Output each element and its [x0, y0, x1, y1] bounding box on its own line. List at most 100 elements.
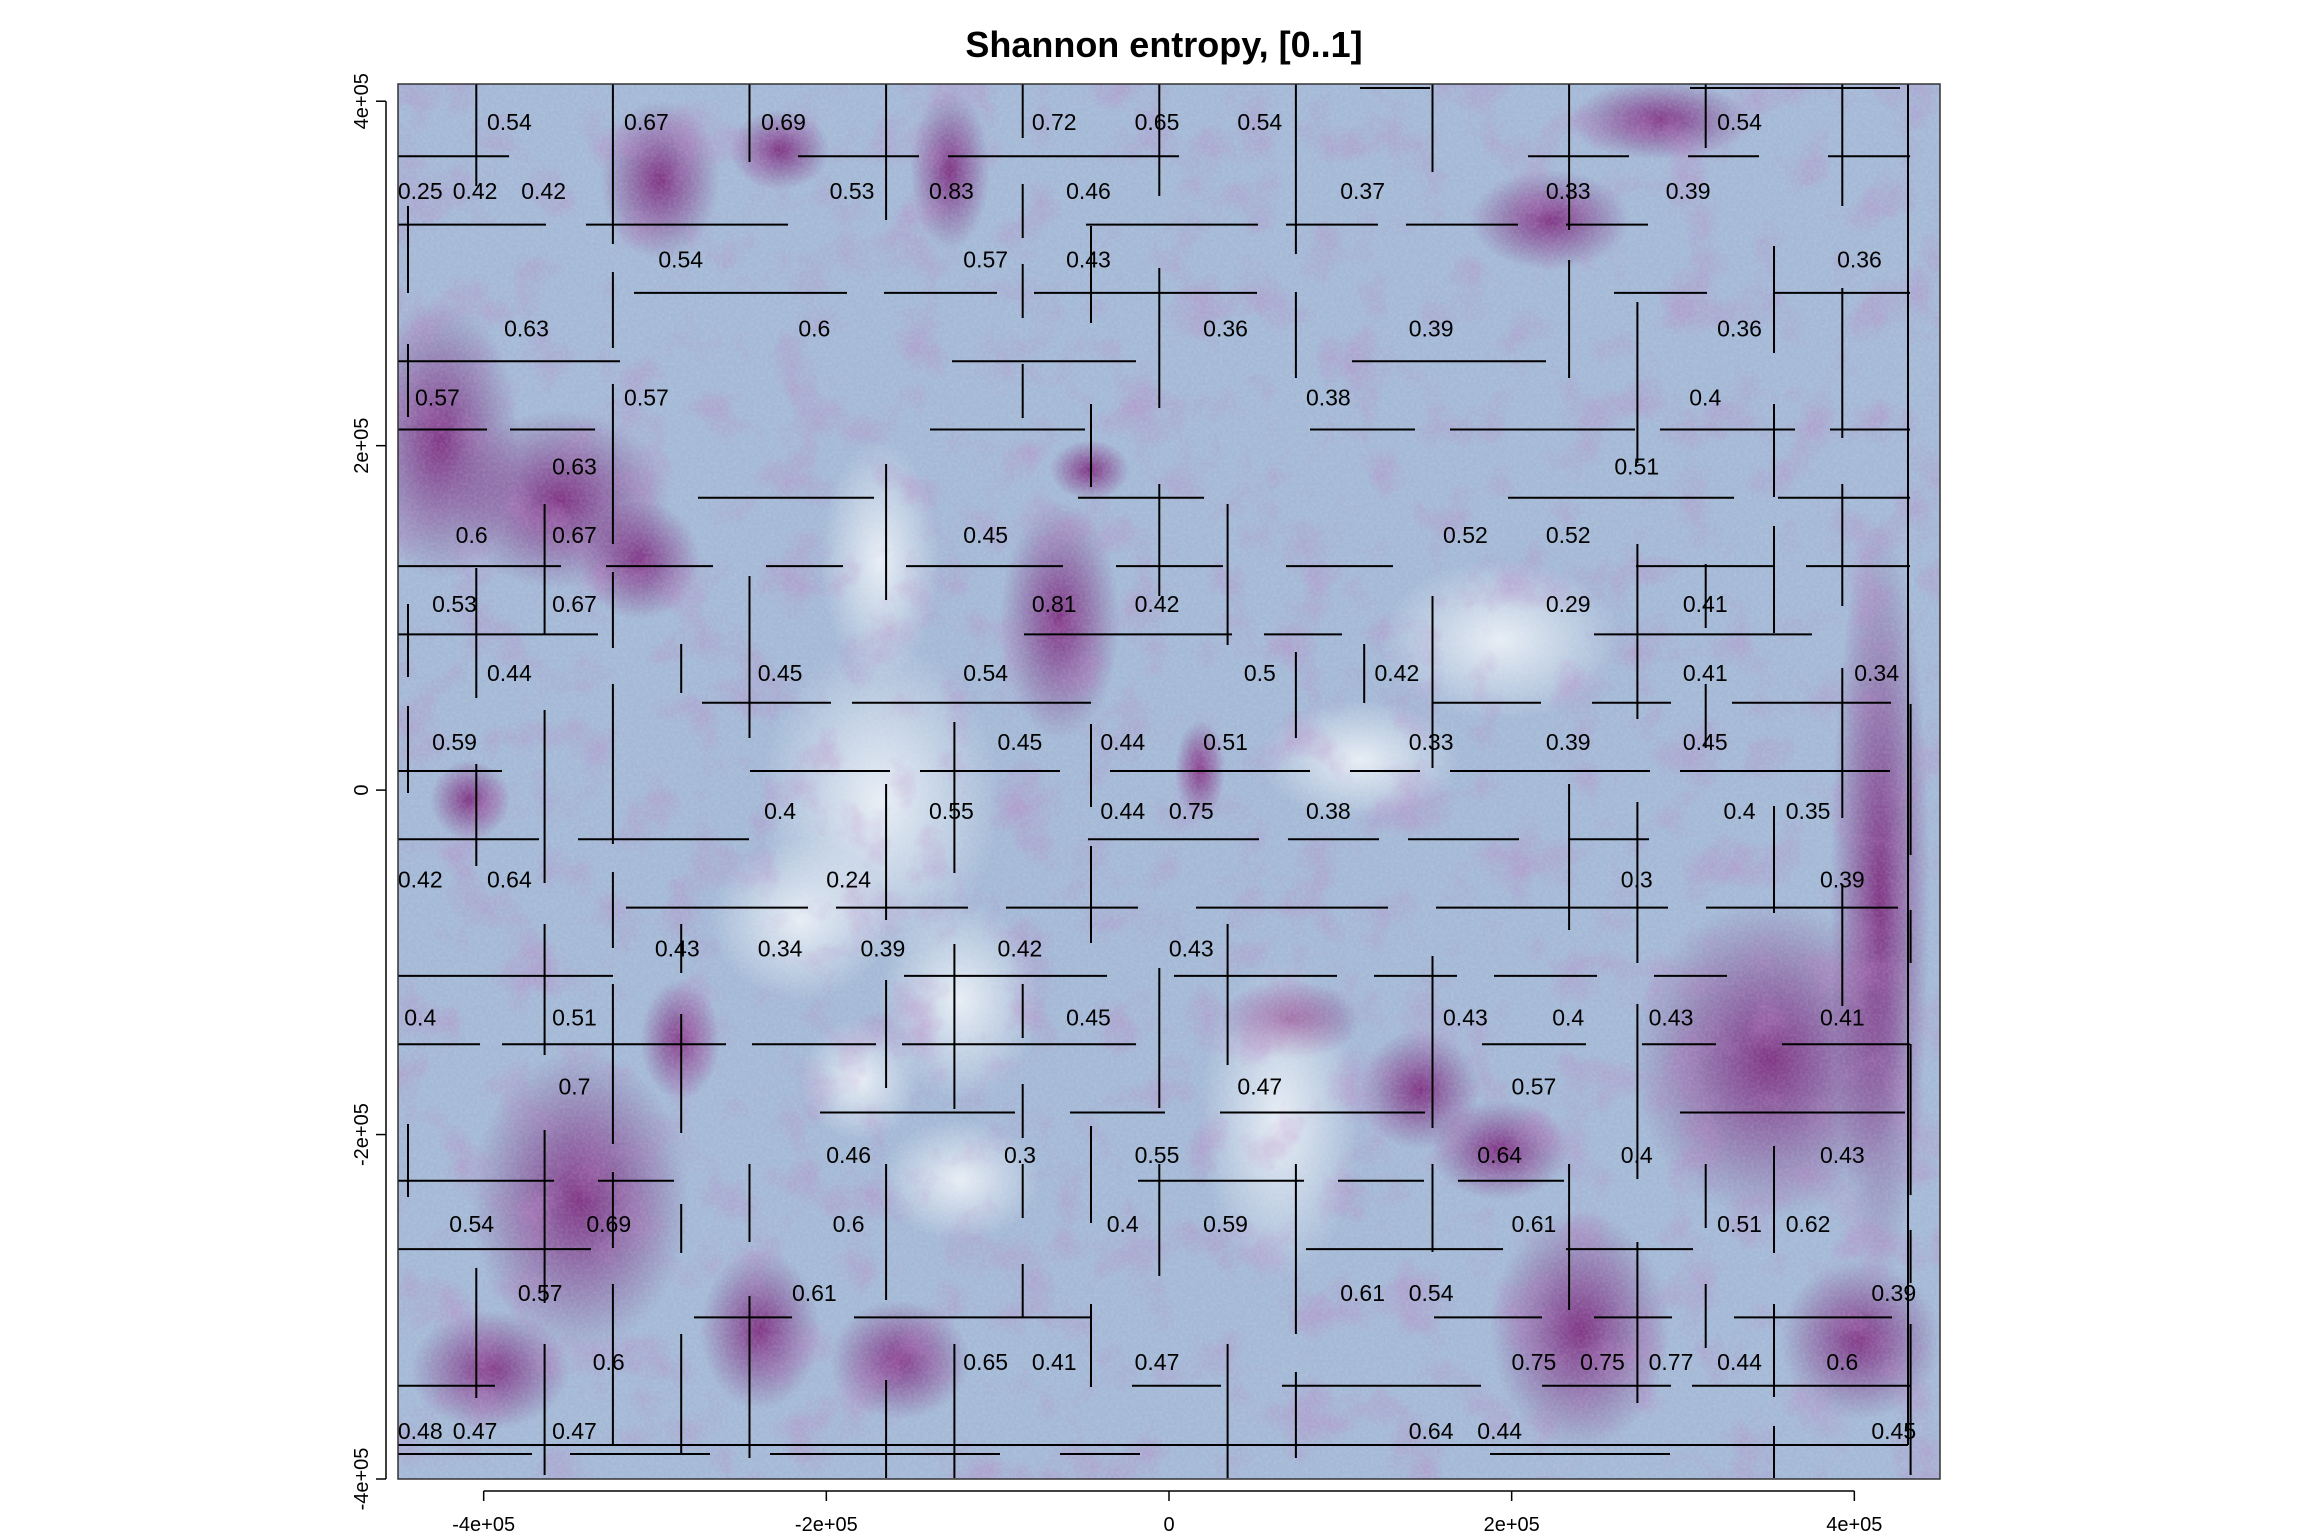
region-value-label: 0.39: [1409, 316, 1454, 342]
map-title: Shannon entropy, [0..1]: [965, 24, 1362, 65]
region-value-label: 0.69: [761, 109, 806, 135]
region-value-label: 0.6: [1826, 1349, 1858, 1375]
region-value-label: 0.51: [1203, 729, 1248, 755]
region-value-label: 0.37: [1340, 178, 1385, 204]
y-tick-label: -2e+05: [351, 1103, 373, 1166]
region-value-label: 0.63: [552, 453, 597, 479]
region-value-label: 0.61: [1512, 1211, 1557, 1237]
region-value-label: 0.4: [764, 798, 796, 824]
region-value-label: 0.6: [833, 1211, 865, 1237]
region-value-label: 0.4: [404, 1004, 436, 1030]
region-value-label: 0.45: [1066, 1004, 1111, 1030]
x-tick-label: 4e+05: [1826, 1514, 1882, 1536]
region-value-label: 0.52: [1546, 522, 1591, 548]
x-tick-label: 2e+05: [1484, 1514, 1540, 1536]
region-borders: [398, 84, 1912, 1478]
region-value-label: 0.67: [624, 109, 669, 135]
region-value-label: 0.65: [963, 1349, 1008, 1375]
y-tick-label: -4e+05: [351, 1448, 373, 1511]
region-value-label: 0.6: [798, 316, 830, 342]
region-value-label: 0.4: [1621, 1142, 1653, 1168]
region-value-label: 0.25: [398, 178, 443, 204]
region-value-label: 0.39: [1666, 178, 1711, 204]
region-value-label: 0.53: [432, 591, 477, 617]
region-value-label: 0.41: [1032, 1349, 1077, 1375]
region-value-label: 0.36: [1717, 316, 1762, 342]
region-value-label: 0.51: [552, 1004, 597, 1030]
x-tick-label: -2e+05: [795, 1514, 858, 1536]
region-value-label: 0.3: [1004, 1142, 1036, 1168]
region-value-label: 0.44: [1477, 1418, 1522, 1444]
region-value-label: 0.72: [1032, 109, 1077, 135]
region-value-label: 0.42: [998, 936, 1043, 962]
region-value-label: 0.4: [1724, 798, 1756, 824]
y-tick-label: 4e+05: [351, 73, 373, 129]
region-value-label: 0.42: [1374, 660, 1419, 686]
region-value-label: 0.52: [1443, 522, 1488, 548]
region-value-label: 0.6: [593, 1349, 625, 1375]
region-value-label: 0.51: [1717, 1211, 1762, 1237]
region-value-label: 0.61: [1340, 1280, 1385, 1306]
region-value-label: 0.42: [398, 867, 443, 893]
region-value-label: 0.61: [792, 1280, 837, 1306]
region-value-label: 0.4: [1107, 1211, 1139, 1237]
region-value-label: 0.24: [826, 867, 871, 893]
region-value-label: 0.6: [456, 522, 488, 548]
region-value-label: 0.59: [432, 729, 477, 755]
region-value-label: 0.47: [1237, 1073, 1282, 1099]
x-tick-label: -4e+05: [452, 1514, 515, 1536]
region-value-label: 0.35: [1786, 798, 1831, 824]
plot-frame: [397, 83, 1941, 1480]
region-value-label: 0.43: [1066, 247, 1111, 273]
region-value-label: 0.81: [1032, 591, 1077, 617]
region-value-label: 0.39: [1820, 867, 1865, 893]
region-value-label: 0.36: [1203, 316, 1248, 342]
region-value-label: 0.29: [1546, 591, 1591, 617]
region-value-label: 0.77: [1649, 1349, 1694, 1375]
region-value-label: 0.46: [1066, 178, 1111, 204]
region-value-label: 0.64: [487, 867, 532, 893]
region-value-label: 0.4: [1552, 1004, 1584, 1030]
region-value-label: 0.64: [1409, 1418, 1454, 1444]
y-axis: 4e+05 2e+05 0 -2e+05 -4e+05: [351, 73, 387, 1511]
region-value-label: 0.4: [1689, 384, 1721, 410]
region-value-label: 0.5: [1244, 660, 1276, 686]
region-value-label: 0.75: [1580, 1349, 1625, 1375]
region-value-label: 0.57: [624, 384, 669, 410]
y-tick-label: 0: [351, 785, 373, 796]
region-value-label: 0.54: [963, 660, 1008, 686]
region-value-label: 0.64: [1477, 1142, 1522, 1168]
region-value-label: 0.47: [552, 1418, 597, 1444]
region-value-label: 0.44: [1717, 1349, 1762, 1375]
region-value-label: 0.51: [1614, 453, 1659, 479]
region-value-label: 0.54: [449, 1211, 494, 1237]
region-value-label: 0.34: [1854, 660, 1899, 686]
region-value-label: 0.36: [1837, 247, 1882, 273]
region-value-label: 0.33: [1546, 178, 1591, 204]
entropy-raster: [398, 84, 1940, 1479]
region-value-label: 0.41: [1683, 660, 1728, 686]
region-value-label: 0.33: [1409, 729, 1454, 755]
region-value-label: 0.54: [1717, 109, 1762, 135]
region-value-label: 0.42: [521, 178, 566, 204]
region-value-label: 0.3: [1621, 867, 1653, 893]
region-value-label: 0.54: [487, 109, 532, 135]
region-value-label: 0.34: [758, 936, 803, 962]
region-value-label: 0.38: [1306, 798, 1351, 824]
region-value-label: 0.75: [1169, 798, 1214, 824]
region-value-label: 0.42: [453, 178, 498, 204]
region-value-label: 0.42: [1135, 591, 1180, 617]
region-value-label: 0.65: [1135, 109, 1180, 135]
region-value-label: 0.47: [453, 1418, 498, 1444]
region-value-label: 0.44: [1100, 729, 1145, 755]
region-value-label: 0.39: [860, 936, 905, 962]
region-value-label: 0.39: [1871, 1280, 1916, 1306]
region-value-label: 0.57: [1512, 1073, 1557, 1099]
x-tick-label: 0: [1163, 1514, 1174, 1536]
region-value-label: 0.43: [1649, 1004, 1694, 1030]
region-value-label: 0.57: [963, 247, 1008, 273]
region-value-label: 0.41: [1683, 591, 1728, 617]
region-value-label: 0.62: [1786, 1211, 1831, 1237]
region-value-label: 0.59: [1203, 1211, 1248, 1237]
